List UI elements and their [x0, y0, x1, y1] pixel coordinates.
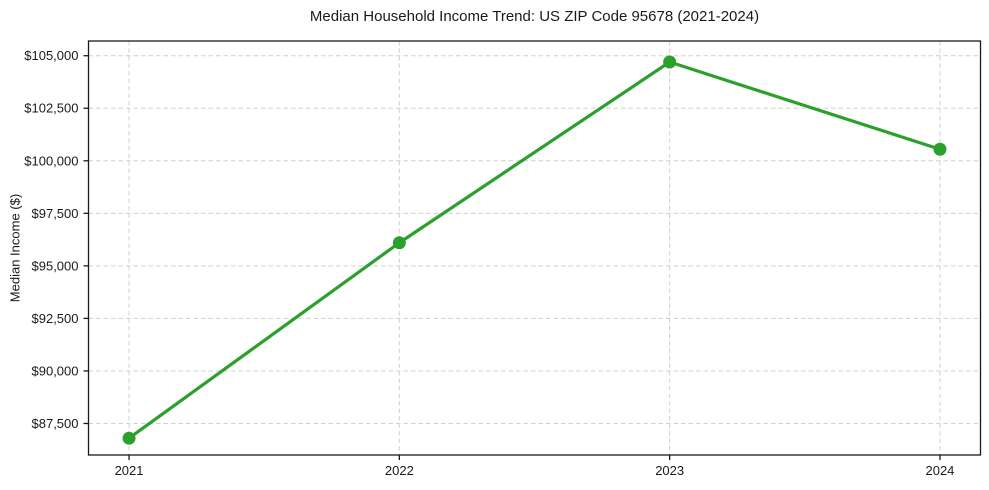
data-point-2021: [122, 431, 136, 445]
y-tick-label: $100,000: [24, 153, 78, 168]
data-point-2024: [933, 142, 947, 156]
x-tick-label: 2022: [385, 463, 414, 478]
y-tick-label: $90,000: [32, 363, 79, 378]
data-point-2022: [392, 236, 406, 250]
chart-title: Median Household Income Trend: US ZIP Co…: [309, 8, 760, 25]
x-tick-label: 2021: [115, 463, 144, 478]
y-tick-label: $102,500: [24, 101, 78, 116]
y-tick-label: $95,000: [32, 258, 79, 273]
y-tick-label: $92,500: [32, 311, 79, 326]
plot-border: [87, 40, 982, 456]
y-tick-label: $87,500: [32, 416, 79, 431]
x-tick-label: 2024: [925, 463, 954, 478]
data-point-2023: [663, 55, 677, 69]
x-tick-label: 2023: [655, 463, 684, 478]
y-tick-label: $97,500: [32, 206, 79, 221]
trend-line: [127, 60, 942, 440]
y-tick-label: $105,000: [24, 48, 78, 63]
